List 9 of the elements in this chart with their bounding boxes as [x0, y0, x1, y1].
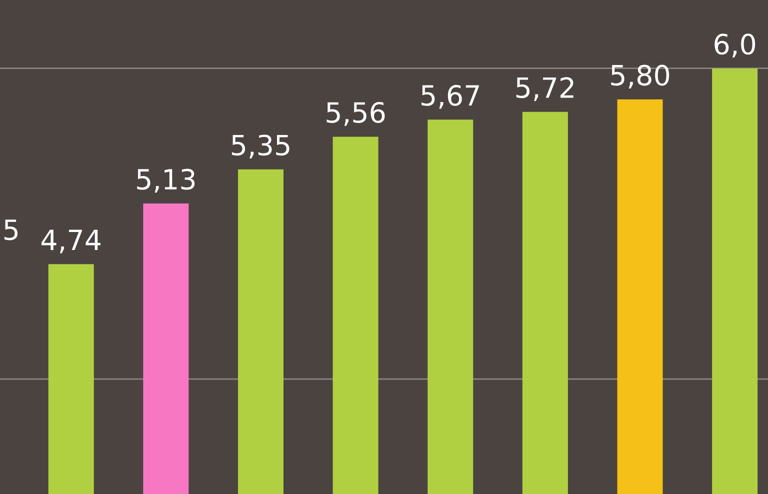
data-label: 5,72 [516, 77, 574, 101]
data-label: 4,74 [42, 230, 100, 254]
data-label: 5,56 [326, 102, 385, 126]
data-label: 5,80 [611, 64, 670, 89]
data-label: 5,13 [137, 168, 195, 193]
annotation: 5 [4, 220, 18, 240]
data-label: 5,67 [422, 84, 479, 109]
data-label: 6,0 [714, 34, 756, 58]
data-label: 5,35 [232, 134, 290, 158]
